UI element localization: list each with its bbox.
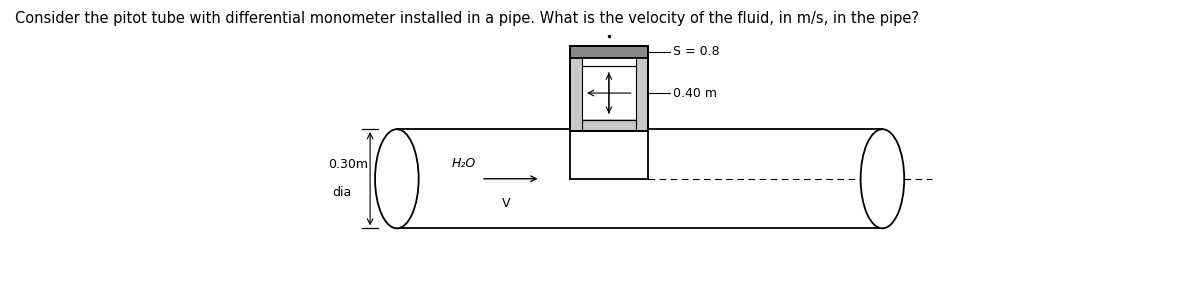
- Text: H₂O: H₂O: [451, 157, 475, 170]
- Text: 0.40 m: 0.40 m: [673, 87, 718, 99]
- Text: dia: dia: [332, 186, 352, 199]
- Text: 0.30m: 0.30m: [329, 158, 368, 171]
- Ellipse shape: [376, 129, 419, 228]
- Ellipse shape: [860, 129, 905, 228]
- Bar: [570, 46, 648, 131]
- Bar: [570, 46, 648, 131]
- Bar: [570, 46, 648, 58]
- Bar: [582, 46, 636, 119]
- Text: S = 0.8: S = 0.8: [673, 45, 720, 58]
- Text: V: V: [502, 196, 510, 210]
- Text: Consider the pitot tube with differential monometer installed in a pipe. What is: Consider the pitot tube with differentia…: [16, 11, 919, 26]
